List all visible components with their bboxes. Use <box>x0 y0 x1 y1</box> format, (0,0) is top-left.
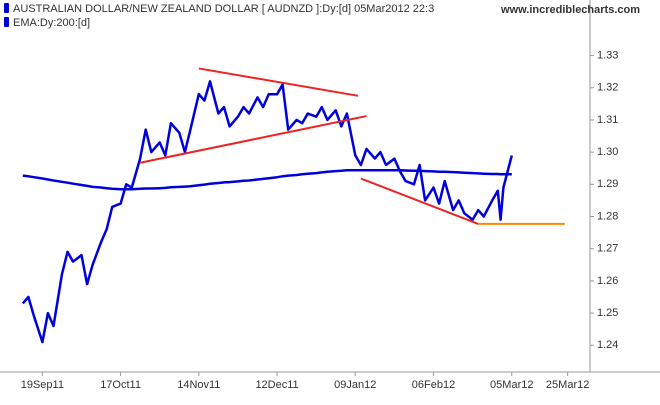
x-tick-label: 12Dec11 <box>255 379 298 391</box>
y-tick-label: 1.30 <box>597 146 618 158</box>
legend-swatch <box>4 17 9 27</box>
x-tick-label: 05Mar12 <box>490 379 533 391</box>
y-tick-label: 1.28 <box>597 210 618 222</box>
y-tick-label: 1.32 <box>597 82 618 94</box>
y-tick-label: 1.29 <box>597 178 618 190</box>
x-tick-label: 09Jan12 <box>334 379 376 391</box>
y-tick-label: 1.31 <box>597 114 618 126</box>
series-line <box>22 168 512 191</box>
trend-line <box>139 115 367 164</box>
x-tick-label: 06Feb12 <box>412 379 455 391</box>
x-tick-label: 25Mar12 <box>546 379 589 391</box>
series-line <box>21 80 514 344</box>
watermark: www.incrediblecharts.com <box>500 4 640 16</box>
trend-line <box>198 67 359 97</box>
x-tick-label: 19Sep11 <box>21 379 64 391</box>
trend-line <box>360 177 479 225</box>
legend-label: EMA:Dy:200:[d] <box>13 17 90 29</box>
legend-swatch <box>4 3 9 13</box>
legend-label: AUSTRALIAN DOLLAR/NEW ZEALAND DOLLAR [ A… <box>13 3 434 15</box>
y-tick-label: 1.25 <box>597 307 618 319</box>
x-tick-label: 17Oct11 <box>100 379 141 391</box>
x-tick-label: 14Nov11 <box>177 379 220 391</box>
y-tick-label: 1.33 <box>597 49 618 61</box>
y-tick-label: 1.27 <box>597 243 618 255</box>
y-tick-label: 1.24 <box>597 339 618 351</box>
y-tick-label: 1.26 <box>597 275 618 287</box>
